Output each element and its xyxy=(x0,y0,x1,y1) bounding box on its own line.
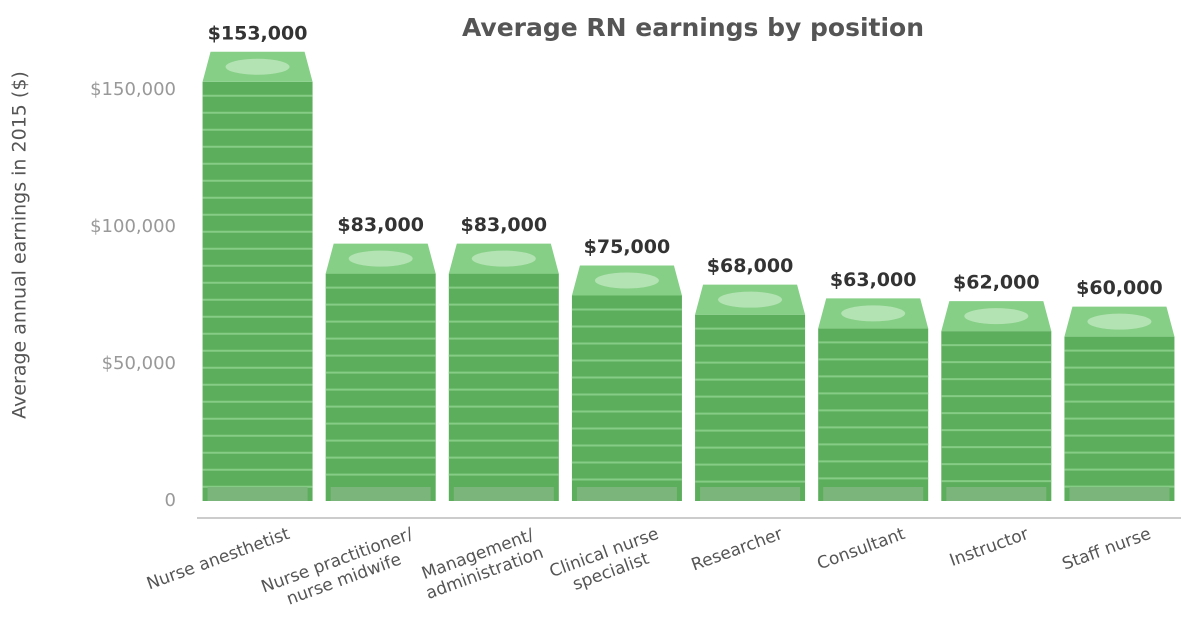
bar xyxy=(941,331,1052,501)
bill-seal xyxy=(841,305,906,322)
bar xyxy=(202,81,313,501)
stack-base xyxy=(1069,487,1170,501)
bar xyxy=(325,273,436,501)
y-tick-label: $150,000 xyxy=(90,79,176,100)
value-label: $83,000 xyxy=(337,214,424,236)
stack-base xyxy=(207,487,308,501)
bar xyxy=(818,328,929,501)
bar xyxy=(695,314,806,501)
stack-base xyxy=(330,487,431,501)
stack-base xyxy=(946,487,1047,501)
y-tick-label: $50,000 xyxy=(102,353,176,374)
bill-seal xyxy=(225,58,290,75)
stack-base xyxy=(453,487,554,501)
bill-seal xyxy=(718,291,783,308)
value-label: $75,000 xyxy=(584,236,671,258)
y-tick-label: 0 xyxy=(165,490,176,511)
bill-seal xyxy=(348,250,413,267)
y-tick-label: $100,000 xyxy=(90,216,176,237)
value-label: $60,000 xyxy=(1076,277,1163,299)
value-label: $63,000 xyxy=(830,269,917,291)
y-axis-title: Average annual earnings in 2015 ($) xyxy=(9,71,31,419)
bar xyxy=(448,273,559,501)
value-label: $68,000 xyxy=(707,255,794,277)
bill-seal xyxy=(594,272,659,289)
stack-base xyxy=(700,487,801,501)
bill-seal xyxy=(964,308,1029,325)
value-label: $153,000 xyxy=(208,22,308,44)
bill-seal xyxy=(1087,313,1152,330)
bill-seal xyxy=(471,250,536,267)
value-label: $83,000 xyxy=(461,214,548,236)
stack-base xyxy=(576,487,677,501)
bar xyxy=(571,295,682,501)
stack-base xyxy=(823,487,924,501)
chart-title: Average RN earnings by position xyxy=(462,13,924,42)
value-label: $62,000 xyxy=(953,272,1040,294)
